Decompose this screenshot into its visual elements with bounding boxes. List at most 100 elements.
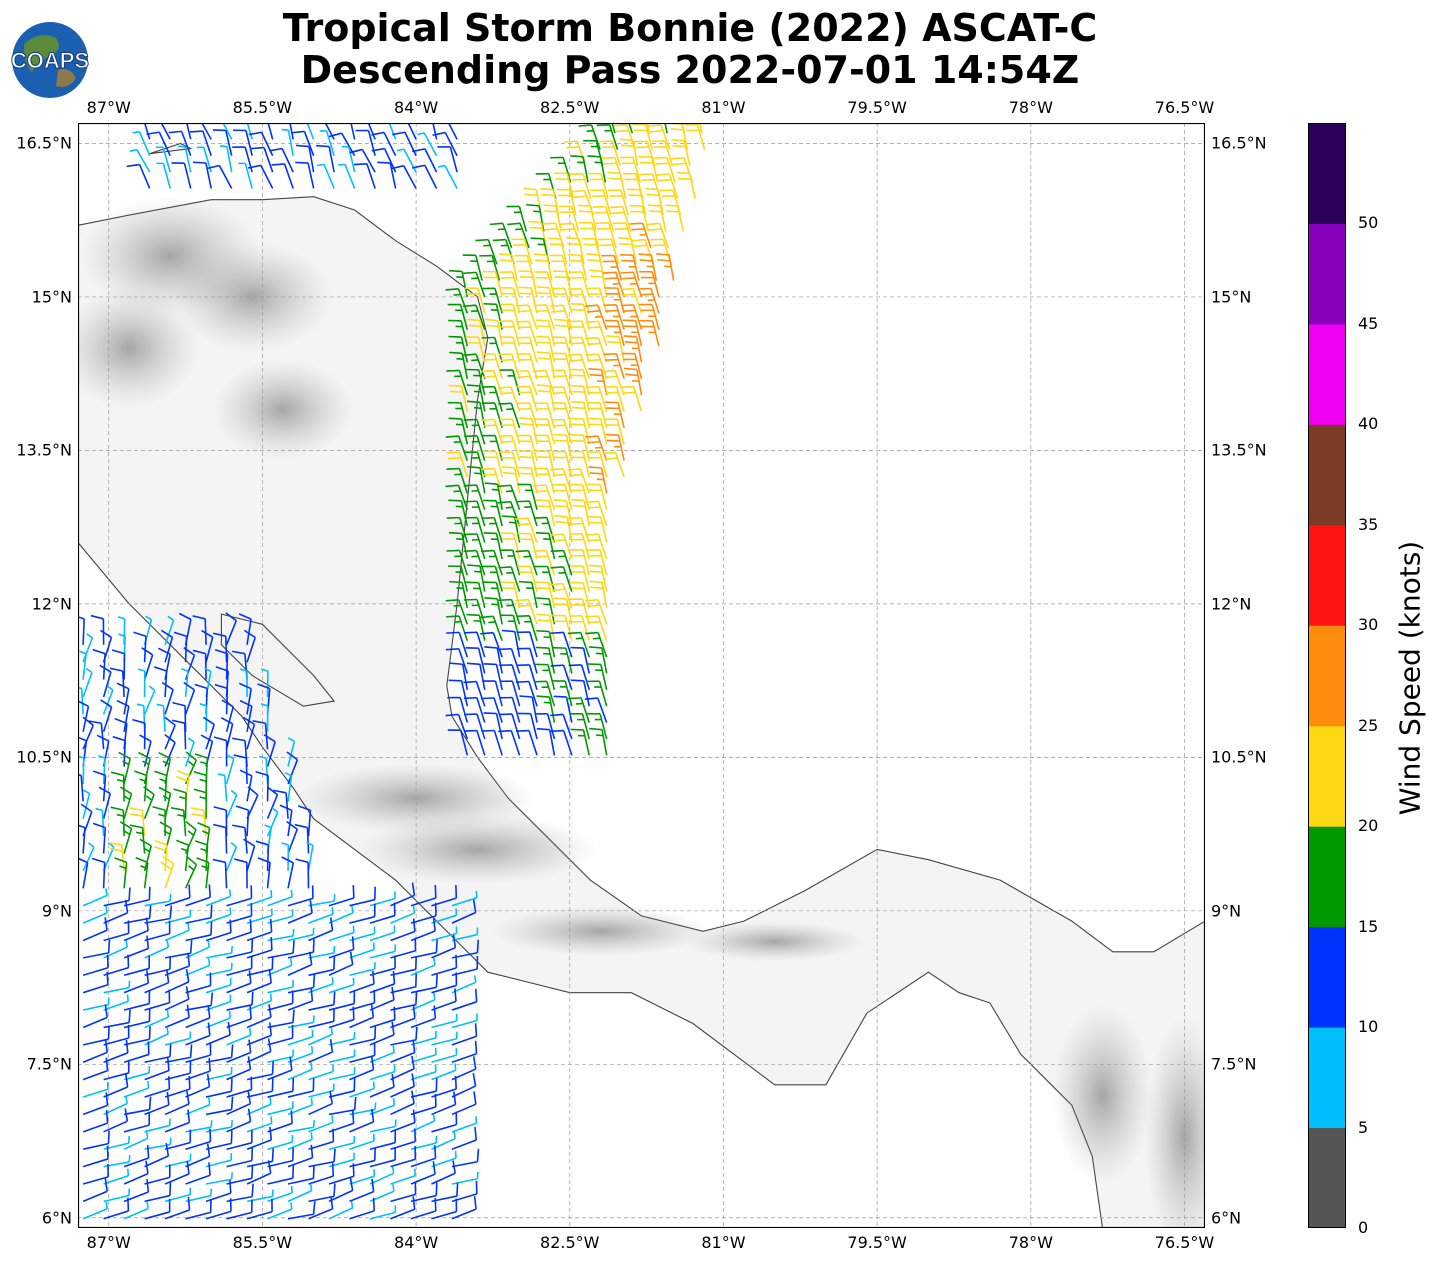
wind-barb [78,857,89,889]
wind-barb [602,451,625,478]
wind-barb [116,682,130,715]
wind-barb [146,131,171,157]
coaps-logo: COAPS [10,22,90,98]
wind-barb [629,222,652,249]
wind-barb [247,164,274,189]
colorbar [1308,123,1346,1228]
wind-barb [570,450,591,478]
wind-barb [519,695,538,723]
wind-barb [449,662,469,690]
wind-barb [82,1110,109,1133]
wind-barb [481,287,503,314]
wind-barb [267,1049,295,1064]
wind-barb [578,124,601,150]
wind-barb [466,662,486,690]
wind-barb [164,923,190,942]
wind-barb [534,663,556,691]
wind-barb [533,402,556,429]
wind-barb [570,302,591,330]
wind-barb [226,1056,252,1081]
wind-barb [103,1074,129,1098]
wind-barb [590,189,612,216]
lon-tick-label: 78°W [1008,1233,1053,1252]
wind-barb [569,598,591,625]
wind-barb [369,1098,396,1116]
wind-barb [585,598,608,625]
wind-barb [570,384,591,412]
wind-barb [462,304,486,330]
wind-barb [123,1065,151,1081]
wind-barb [515,680,538,707]
wind-barb [103,994,129,1011]
wind-barb [267,1057,293,1081]
wind-barb [480,369,503,396]
wind-barb [437,146,458,173]
wind-barb [328,1096,357,1116]
wind-barb [570,565,591,592]
wind-barb [620,287,643,314]
wind-barb [651,140,674,167]
wind-barb [308,1090,333,1116]
wind-barb [516,385,538,412]
wind-barb [82,1130,110,1150]
wind-barb [533,253,553,281]
wind-barb [484,646,503,674]
wind-barb [585,500,608,527]
wind-barb [390,1073,415,1098]
lon-tick-label: 76.5°W [1154,1233,1215,1252]
wind-barb [499,680,521,707]
wind-barb [164,1109,191,1133]
wind-barb [606,335,625,363]
wind-barb [604,287,625,314]
wind-barb [171,162,192,189]
wind-barb [553,433,573,461]
colorbar-bin [1308,1127,1346,1228]
wind-barb [410,1005,437,1029]
wind-barb [586,451,608,478]
wind-barb [501,515,521,543]
wind-barb [367,123,376,140]
wind-barb [144,1057,170,1081]
wind-barb [116,699,130,732]
wind-barb [212,632,228,663]
colorbar-tick-label: 45 [1358,313,1379,333]
wind-barb [287,951,313,977]
wind-barb [82,954,109,977]
wind-barb [246,918,273,942]
wind-barb [533,680,556,707]
wind-barb [287,737,296,767]
wind-barb [648,124,671,150]
wind-barb [119,786,133,819]
wind-barb [349,926,376,942]
wind-barb [289,123,294,140]
wind-barb [484,318,503,347]
wind-barb [568,320,591,347]
wind-barb [536,613,556,641]
wind-barb [390,918,416,942]
wind-barb [123,1112,151,1133]
lon-tick-label: 82.5°W [540,1233,600,1252]
wind-barb [161,681,174,715]
wind-barb [143,685,156,715]
wind-barb [95,807,105,837]
wind-barb [602,369,625,396]
wind-barb [585,385,608,412]
wind-barb [220,716,234,750]
wind-barb [287,900,313,924]
wind-barb [246,1078,274,1098]
wind-barb [267,909,294,924]
wind-barb [266,807,279,837]
lon-tick-label: 87°W [86,1233,131,1252]
wind-barb [390,1146,417,1168]
wind-barb [664,204,684,232]
wind-barb [588,564,608,592]
wind-barb [206,164,233,189]
wind-barb [328,1077,356,1098]
colorbar-bin [1308,725,1346,827]
wind-barb [516,402,538,429]
wind-barb [481,402,503,429]
wind-barb [82,633,94,663]
wind-barb [214,683,229,715]
wind-barb [499,451,521,478]
wind-barb [586,287,608,314]
